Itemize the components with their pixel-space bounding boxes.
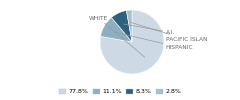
Wedge shape (111, 10, 132, 42)
Wedge shape (101, 18, 132, 42)
Text: WHITE: WHITE (89, 16, 145, 57)
Wedge shape (126, 10, 132, 42)
Text: A.I.: A.I. (124, 24, 175, 35)
Wedge shape (100, 10, 164, 74)
Text: PACIFIC ISLAN: PACIFIC ISLAN (130, 22, 207, 42)
Text: HISPANIC: HISPANIC (115, 32, 193, 50)
Legend: 77.8%, 11.1%, 8.3%, 2.8%: 77.8%, 11.1%, 8.3%, 2.8% (57, 86, 183, 97)
